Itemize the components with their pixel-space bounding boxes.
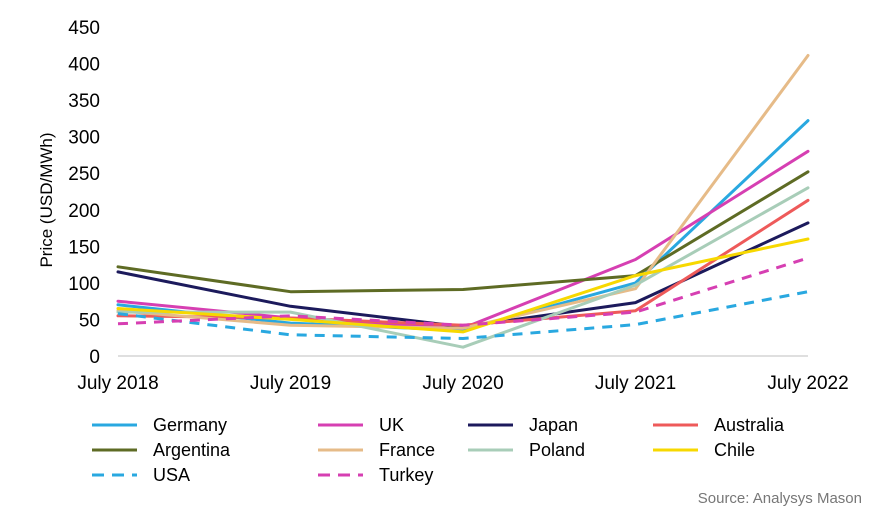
series-line-france (116, 54, 810, 330)
legend-label-chile: Chile (714, 440, 755, 460)
x-tick-label: July 2021 (595, 373, 676, 394)
legend-label-turkey: Turkey (379, 465, 433, 485)
axes: 0 50 100 150 200 250 300 350 400 450 July 2018 July… (68, 18, 848, 394)
y-tick-label: 200 (68, 201, 100, 222)
plot-area (116, 54, 810, 349)
x-tick-label: July 2020 (422, 373, 503, 394)
legend-label-argentina: Argentina (153, 440, 231, 460)
series-line-uk (116, 149, 810, 330)
x-tick-label: July 2019 (250, 373, 331, 394)
series-line-usa (117, 290, 809, 340)
legend-label-japan: Japan (529, 415, 578, 435)
x-tick-label: July 2022 (767, 373, 848, 394)
y-tick-label: 450 (68, 18, 100, 39)
legend-label-germany: Germany (153, 415, 227, 435)
y-tick-label: 250 (68, 164, 100, 185)
legend: Germany UK Japan Australia Argentina France Po… (92, 415, 785, 485)
y-tick-label: 400 (68, 55, 100, 76)
legend-label-poland: Poland (529, 440, 585, 460)
legend-label-usa: USA (153, 465, 190, 485)
y-tick-label: 100 (68, 274, 100, 295)
source-note: Source: Analysys Mason (698, 490, 862, 507)
series-line-turkey (117, 256, 809, 327)
legend-label-uk: UK (379, 415, 404, 435)
y-tick-label: 350 (68, 91, 100, 112)
series-line-chile (116, 237, 810, 334)
y-tick-label: 50 (79, 310, 100, 331)
y-axis-label: Price (USD/MWh) (37, 132, 56, 267)
series-line-poland (116, 186, 810, 349)
series-line-germany (116, 119, 810, 332)
legend-label-france: France (379, 440, 435, 460)
y-tick-label: 0 (89, 347, 100, 368)
y-tick-label: 150 (68, 237, 100, 258)
legend-label-australia: Australia (714, 415, 785, 435)
series-line-argentina (116, 170, 810, 294)
y-tick-label: 300 (68, 128, 100, 149)
x-tick-label: July 2018 (77, 373, 158, 394)
